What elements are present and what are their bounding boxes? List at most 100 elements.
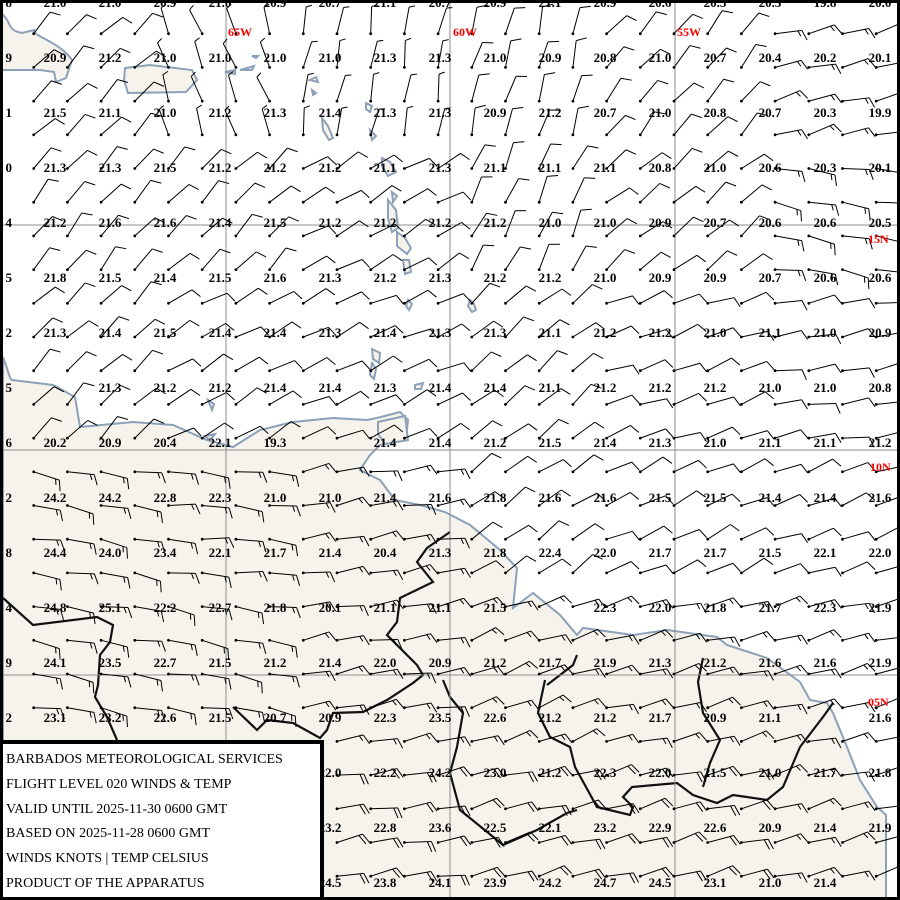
barb-shaft — [235, 570, 263, 574]
barb-shaft — [707, 805, 735, 810]
temperature-value: 22.5 — [484, 820, 507, 835]
wind-barb — [874, 200, 900, 207]
barb-shaft — [33, 147, 52, 169]
wind-barb — [537, 319, 570, 339]
wind-barb — [740, 153, 774, 170]
barb-shaft — [168, 252, 191, 270]
barb-shaft — [808, 767, 836, 776]
temperature-value: 23.5 — [429, 710, 452, 725]
barb-feather — [755, 44, 767, 47]
wind-barb — [605, 394, 640, 406]
barb-shaft — [538, 558, 563, 574]
barb-feather — [662, 669, 667, 675]
barb-shaft — [67, 45, 85, 68]
barb-feather — [189, 252, 200, 260]
wind-barb — [537, 350, 568, 373]
barb-shaft — [842, 531, 869, 540]
barb-shaft — [572, 799, 599, 810]
barb-feather — [120, 183, 132, 190]
barb-feather — [559, 596, 565, 602]
barb-feather — [430, 464, 438, 475]
barb-shaft — [775, 235, 802, 242]
barb-feather — [734, 805, 741, 816]
barb-feather — [631, 833, 640, 843]
barb-feather — [127, 508, 132, 520]
temperature-value: 22.3 — [814, 600, 837, 615]
barb-feather — [767, 868, 775, 879]
station-dot — [571, 133, 575, 137]
barb-feather — [833, 123, 842, 133]
temperature-value: 21.3 — [264, 105, 287, 120]
wind-barb — [672, 147, 703, 170]
barb-shaft — [100, 707, 127, 717]
barb-feather — [486, 212, 498, 216]
wind-barb — [335, 259, 370, 271]
barb-shaft — [438, 805, 466, 810]
barb-shaft — [707, 426, 733, 439]
wind-barb — [672, 113, 702, 137]
barb-shaft — [437, 108, 446, 135]
barb-feather — [491, 351, 502, 357]
barb-feather — [867, 277, 870, 289]
temperature-value: 21.1 — [539, 325, 562, 340]
barb-feather — [296, 575, 301, 586]
barb-shaft — [168, 471, 196, 475]
wind-barb — [504, 771, 539, 783]
barb-feather — [562, 558, 572, 567]
wind-barb — [470, 491, 504, 507]
temperature-value: 21.7 — [759, 600, 782, 615]
barb-feather — [122, 354, 133, 361]
barb-feather — [597, 628, 606, 638]
wind-barb — [807, 294, 842, 305]
barb-feather — [49, 247, 61, 251]
barb-feather — [592, 554, 603, 560]
barb-feather — [632, 295, 640, 305]
wind-barb — [335, 38, 346, 69]
wind-barb — [234, 638, 267, 654]
barb-feather — [325, 288, 336, 296]
wind-barb — [234, 251, 267, 271]
wind-barb — [436, 736, 471, 747]
barb-feather — [801, 30, 808, 41]
barb-shaft — [774, 329, 802, 338]
wind-barb — [605, 325, 640, 339]
wind-barb — [200, 537, 235, 548]
barb-feather — [833, 698, 842, 708]
barb-feather — [290, 185, 301, 193]
barb-feather — [831, 204, 834, 211]
barb-shaft — [808, 698, 835, 709]
wind-barb — [672, 82, 705, 103]
wind-barb — [605, 424, 640, 440]
barb-shaft — [134, 318, 156, 338]
barb-shaft — [640, 564, 667, 574]
wind-barb — [301, 255, 336, 271]
barb-feather — [258, 541, 262, 548]
barb-shaft — [640, 599, 667, 608]
wind-barb — [537, 109, 561, 137]
wind-barb — [32, 247, 61, 271]
barb-shaft — [741, 700, 768, 709]
product-legend-box: BARBADOS METEOROLOGICAL SERVICES FLIGHT … — [0, 740, 324, 900]
barb-feather — [252, 213, 263, 218]
barb-feather — [632, 803, 640, 814]
wind-barb — [706, 426, 741, 440]
barb-feather — [426, 772, 433, 783]
station-dot — [537, 32, 541, 36]
barb-feather — [426, 603, 431, 610]
wind-barb — [470, 42, 494, 69]
temperature-value: 22.0 — [594, 545, 617, 560]
wind-barb — [200, 422, 234, 440]
barb-shaft — [100, 285, 122, 304]
temperature-value: 21.5 — [759, 545, 782, 560]
barb-feather — [358, 498, 364, 504]
temperature-value: 21.2 — [209, 380, 232, 395]
barb-feather — [630, 561, 640, 570]
barb-feather — [430, 633, 438, 644]
barb-feather — [696, 703, 701, 709]
wind-barb — [638, 251, 671, 271]
barb-feather — [595, 322, 605, 330]
barb-shaft — [303, 532, 330, 540]
barb-shaft — [775, 703, 802, 709]
wind-barb — [807, 167, 837, 187]
barb-feather — [325, 571, 330, 578]
